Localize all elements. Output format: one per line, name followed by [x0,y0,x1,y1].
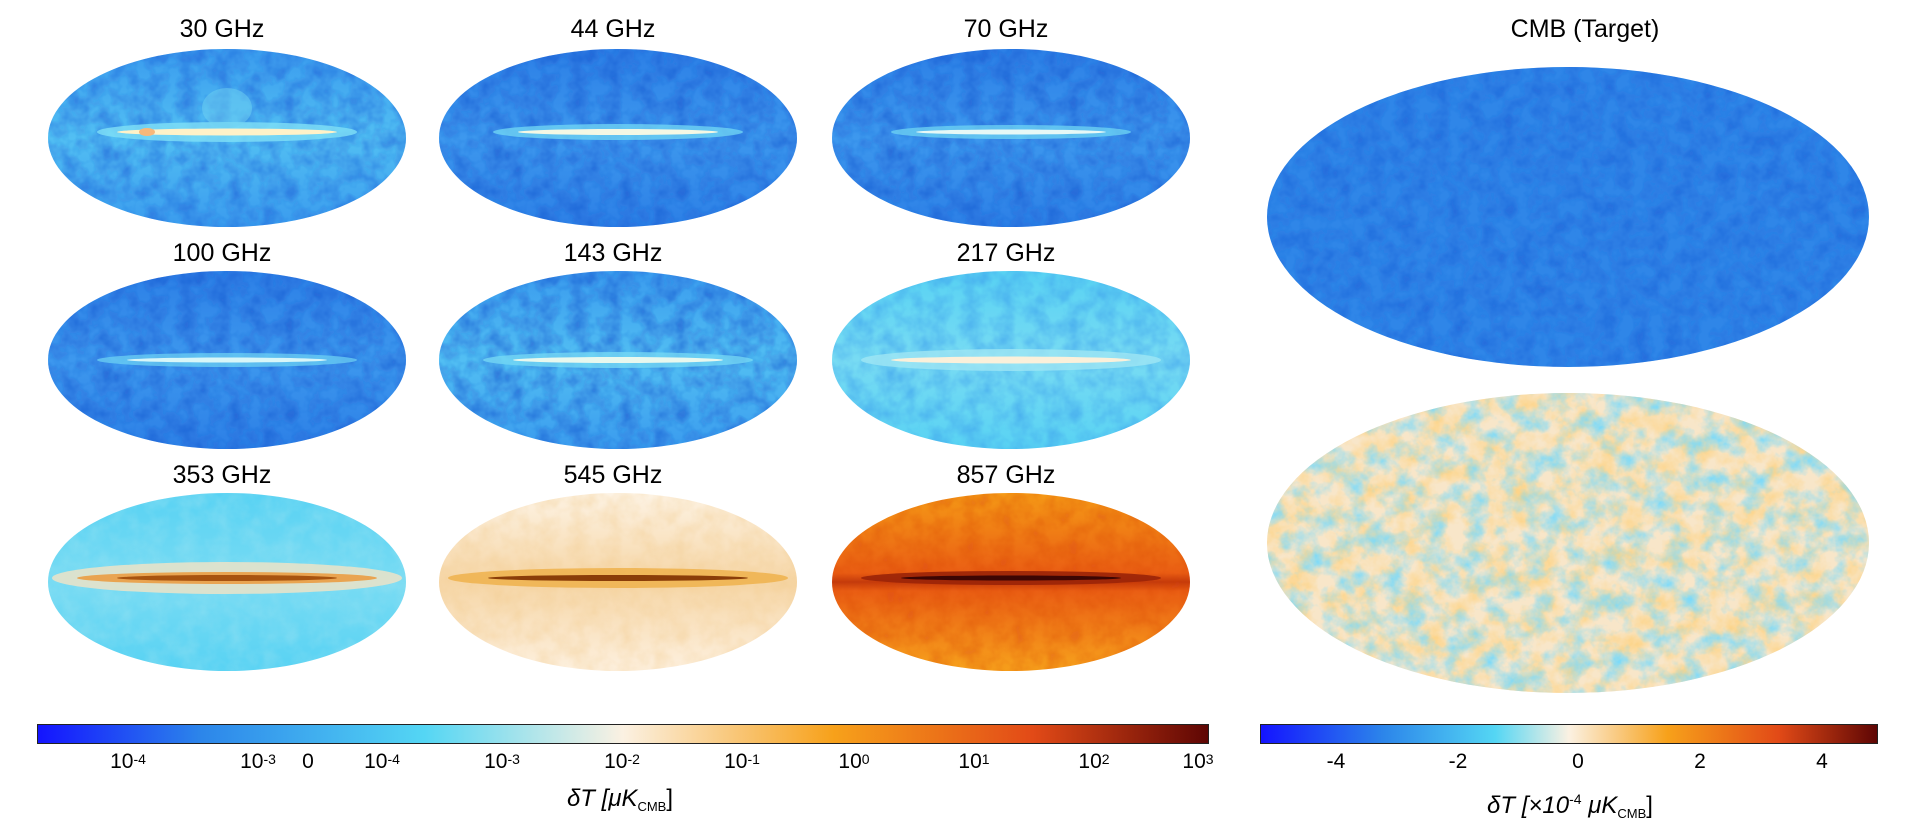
right-colorbar-tick-label: 2 [1694,750,1706,773]
panel-title-70ghz: 70 GHz [963,15,1049,43]
left-label-main: δT [ [566,785,609,812]
right-colorbar-label: δT [×10-4 μKCMB] [1420,784,1720,824]
right-label-unit: μK [1581,792,1618,819]
right-label-end: ] [1646,792,1653,819]
sky-map-143ghz [439,271,797,449]
sky-map-857ghz [832,493,1190,671]
left-colorbar-tick-label: 102 [1078,750,1110,773]
right-label-main: δT [×10 [1487,792,1570,819]
panel-title-353ghz: 353 GHz [172,461,272,489]
left-colorbar-tick-label: 101 [958,750,990,773]
sky-map-353ghz [48,493,406,671]
sky-map-100ghz [48,271,406,449]
right-colorbar-tick-label: -4 [1326,750,1346,773]
cmb-target-map-anomalies [1267,393,1869,693]
panel-title-217ghz: 217 GHz [956,239,1056,267]
target-title: CMB (Target) [1510,15,1660,43]
sky-map-30ghz [48,49,406,227]
left-colorbar-tick-label: 10-4 [110,750,146,773]
left-label-unit: μK [608,785,638,812]
left-colorbar-tick-label: 103 [1182,750,1214,773]
left-colorbar-tick-label: 10-2 [604,750,640,773]
left-label-end: ] [666,785,674,812]
sky-map-545ghz [439,493,797,671]
right-colorbar-tick-label: -2 [1448,750,1468,773]
right-colorbar-tick-label: 4 [1816,750,1828,773]
sky-map-44ghz [439,49,797,227]
panel-title-143ghz: 143 GHz [563,239,663,267]
panel-title-30ghz: 30 GHz [179,15,265,43]
left-colorbar-tick-label: 10-1 [724,750,760,773]
right-colorbar [1260,724,1878,744]
left-colorbar-tick-label: 10-3 [484,750,520,773]
left-colorbar-tick-label: 0 [302,750,314,773]
left-colorbar-label: δT [μKCMB] [470,784,770,817]
sky-map-70ghz [832,49,1190,227]
panel-title-857ghz: 857 GHz [956,461,1056,489]
right-colorbar-tick-label: 0 [1572,750,1584,773]
left-label-sub: CMB [637,799,667,814]
right-label-sub: CMB [1617,806,1647,821]
left-colorbar [37,724,1209,744]
left-colorbar-tick-label: 10-3 [240,750,276,773]
left-colorbar-tick-label: 10-4 [364,750,400,773]
panel-title-545ghz: 545 GHz [563,461,663,489]
panel-title-44ghz: 44 GHz [570,15,656,43]
left-colorbar-tick-label: 100 [838,750,870,773]
cmb-target-map-blue [1267,67,1869,367]
panel-title-100ghz: 100 GHz [172,239,272,267]
right-label-exp: -4 [1569,791,1582,807]
sky-map-217ghz [832,271,1190,449]
